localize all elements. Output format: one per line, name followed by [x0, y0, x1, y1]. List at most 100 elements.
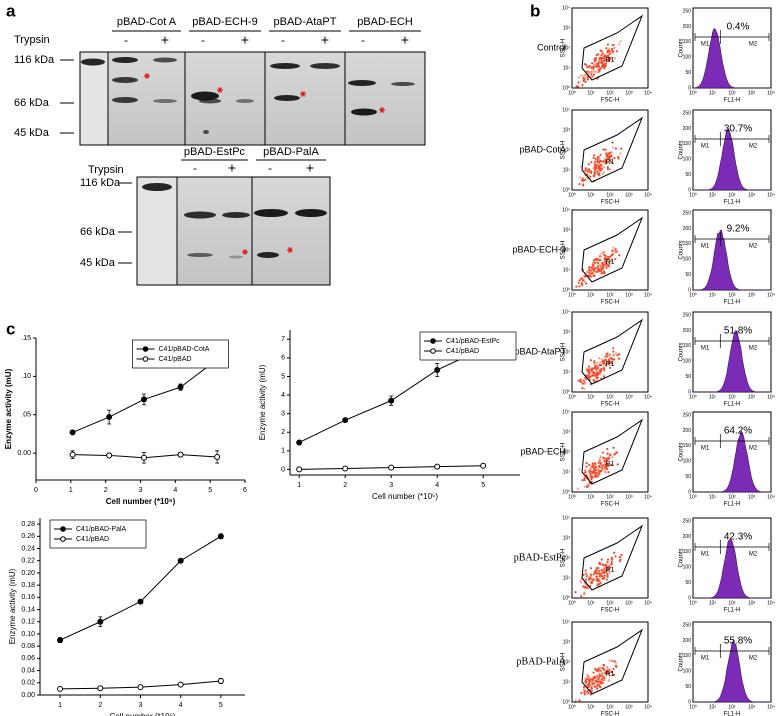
scatter-dot: [599, 363, 603, 367]
data-point: [137, 684, 144, 691]
gel-band: [112, 77, 138, 83]
gate-r1: [581, 216, 644, 283]
scatter-dot: [590, 576, 593, 579]
label: 10¹: [587, 394, 595, 400]
panel-label: b: [530, 1, 540, 20]
label: pBAD-ECH: [357, 16, 413, 28]
scatter-dot: [596, 475, 599, 478]
scatter-dot: [603, 364, 606, 367]
scatter-dot: [610, 258, 613, 261]
label: 5: [481, 482, 485, 489]
scatter-dot: [595, 680, 599, 683]
scatter-dot: [615, 250, 618, 253]
scatter-dot: [595, 62, 598, 66]
label: 10¹: [709, 292, 717, 298]
scatter-dot: [613, 46, 616, 50]
gel-band: [191, 91, 219, 101]
marker-bracket: [694, 132, 770, 146]
scatter-dot: [584, 471, 587, 474]
scatter-dot: [583, 485, 586, 488]
label: 100: [683, 157, 692, 163]
label: 10³: [748, 600, 756, 606]
label: 10²: [606, 394, 614, 400]
scatter-dot: [601, 577, 604, 580]
scatter-dot: [618, 254, 621, 257]
label: FL1-H: [724, 300, 741, 306]
scatter-dot: [596, 584, 599, 587]
label: 10³: [625, 192, 633, 198]
scatter-dot: [584, 677, 587, 680]
label: FSC-H: [601, 200, 619, 206]
label: FL1-H: [724, 98, 741, 104]
label: 0: [688, 699, 691, 705]
scatter-dot: [582, 379, 585, 382]
scatter-dot: [588, 266, 591, 269]
label: 10³: [748, 494, 756, 500]
scatter-dot: [614, 555, 617, 558]
label: 0: [281, 466, 285, 473]
marker-bracket: [694, 434, 770, 448]
asterisk: [287, 247, 293, 253]
scatter-dot: [600, 166, 603, 169]
scatter-dot: [603, 368, 606, 372]
label: 250: [683, 622, 692, 628]
label: pBAD-EstPc: [514, 552, 567, 563]
label: SSC-H: [561, 443, 567, 462]
scatter-dot: [618, 353, 621, 356]
label: Enzyme activity (mU): [8, 568, 17, 644]
label: SSC-H: [561, 241, 567, 260]
scatter-dot: [614, 352, 618, 355]
scatter-dot: [601, 261, 604, 265]
label: 10²: [563, 349, 571, 355]
scatter-dot: [601, 575, 604, 578]
scatter-dot: [607, 152, 611, 155]
scatter-dot: [611, 456, 614, 459]
scatter-dot: [591, 261, 595, 264]
label: M2: [749, 244, 758, 250]
data-point: [296, 439, 303, 446]
scatter-dot: [594, 64, 597, 67]
scatter-dot: [580, 74, 583, 77]
scatter-dot: [588, 469, 591, 473]
label: 0.02: [21, 680, 35, 687]
data-point: [57, 637, 64, 644]
label: 10¹: [587, 600, 595, 606]
label: 50: [685, 70, 691, 76]
label: Enzyme activity (mU): [4, 368, 13, 449]
scatter-dot: [600, 272, 603, 275]
label: SSC-H: [561, 343, 567, 362]
label: 10⁴: [644, 494, 652, 500]
scatter-dot: [590, 274, 593, 277]
scatter-dot: [595, 371, 598, 374]
label: 10⁴: [562, 309, 570, 315]
scatter-dot: [582, 183, 585, 186]
scatter-dot: [583, 478, 586, 482]
scatter-dot: [619, 152, 622, 155]
scatter-dot: [586, 677, 589, 680]
scatter-dot: [600, 54, 603, 57]
scatter-dot: [583, 387, 586, 390]
scatter-dot: [609, 260, 612, 263]
label: pBAD-PalA: [263, 146, 319, 158]
scatter-dot: [574, 591, 577, 594]
label: 10⁴: [767, 494, 775, 500]
scatter-dot: [595, 578, 598, 581]
scatter-dot: [607, 255, 610, 259]
scatter-dot: [592, 274, 596, 278]
label: 10¹: [709, 394, 717, 400]
label: M1: [701, 346, 710, 352]
legend-marker: [142, 346, 149, 352]
scatter-dot: [605, 266, 608, 269]
label: 55.8%: [724, 636, 752, 647]
data-point: [97, 685, 104, 692]
gel-band: [187, 253, 213, 257]
label: 10³: [563, 639, 571, 645]
label: .10: [21, 373, 31, 380]
scatter-dot: [575, 85, 578, 88]
scatter-dot: [578, 182, 581, 186]
label: 10²: [728, 292, 736, 298]
scatter-dot: [596, 261, 599, 264]
label: M1: [701, 552, 710, 558]
scatter-dot: [593, 363, 596, 366]
scatter-dot: [596, 567, 599, 570]
